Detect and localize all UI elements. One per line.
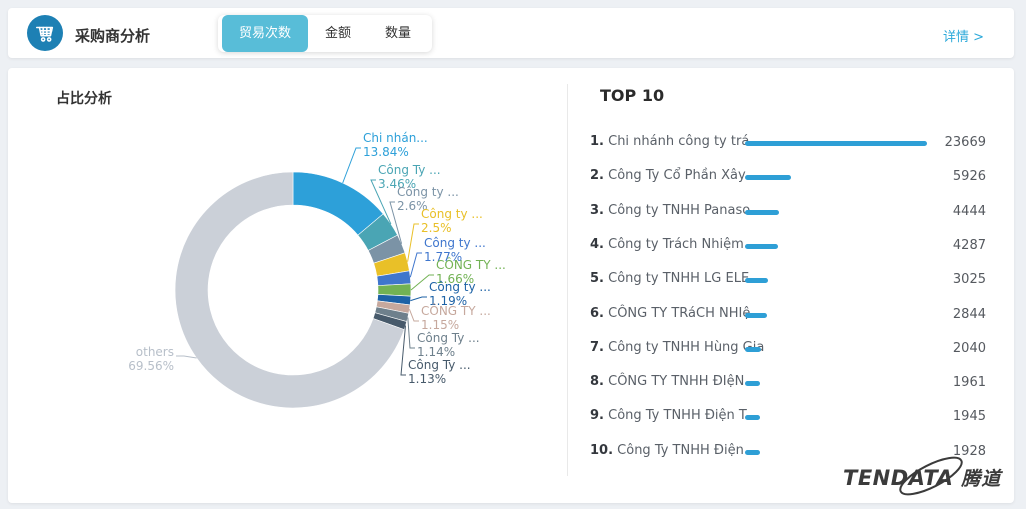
top10-row[interactable]: 9. Công Ty TNHH Điện T... 1945 xyxy=(590,408,994,428)
value-bar xyxy=(745,278,768,284)
value-label: 3025 xyxy=(952,272,986,288)
value-label: 4444 xyxy=(952,203,986,219)
top10-row[interactable]: 1. Chi nhánh công ty trá... 23669 xyxy=(590,134,994,154)
page-title: 采购商分析 xyxy=(75,27,151,45)
slice-label: Công Ty ... 1.13% xyxy=(408,358,471,386)
top10-row[interactable]: 10. Công Ty TNHH Điện ... 1928 xyxy=(590,443,994,463)
label-leader-line xyxy=(407,223,419,262)
donut-slice[interactable] xyxy=(174,171,405,409)
company-name: Công ty TNHH Panaso... xyxy=(603,202,763,218)
top10-row[interactable]: 3. Công ty TNHH Panaso... 4444 xyxy=(590,203,994,223)
donut-chart xyxy=(174,147,434,409)
label-leader-line xyxy=(409,252,422,278)
donut-slice[interactable] xyxy=(377,283,412,297)
company-name: Công ty TNHH Hùng Gia xyxy=(603,339,765,355)
rank-number: 3. xyxy=(590,202,604,218)
tab-trade-count[interactable]: 贸易次数 xyxy=(222,15,309,52)
label-leader-line xyxy=(410,274,434,291)
slice-label: Công Ty ... 1.14% xyxy=(417,331,480,359)
label-leader-line xyxy=(408,309,419,322)
tab-quantity[interactable]: 数量 xyxy=(385,26,412,41)
label-leader-line xyxy=(342,147,361,184)
value-bar xyxy=(745,415,760,421)
value-label: 1961 xyxy=(952,375,986,391)
label-leader-line xyxy=(176,355,197,359)
value-label: 23669 xyxy=(944,135,986,150)
slice-label: CÔNG TY ... 1.15% xyxy=(421,304,491,332)
rank-number: 5. xyxy=(590,271,604,287)
slice-label: Chi nhán... 13.84% xyxy=(363,131,428,159)
label-leader-line xyxy=(407,317,415,349)
header-bar: 采购商分析 贸易次数 金额 数量 详情 > xyxy=(8,8,1014,58)
detail-link[interactable]: 详情 > xyxy=(942,30,984,45)
tendata-logo: TENDATA 腾道 xyxy=(843,456,1018,498)
company-name: Công Ty TNHH Điện T... xyxy=(603,408,758,424)
top10-row[interactable]: 4. Công ty Trách Nhiệm ... 4287 xyxy=(590,237,994,257)
rank-number: 2. xyxy=(590,168,604,184)
label-leader-line xyxy=(400,325,406,376)
top10-row[interactable]: 5. Công ty TNHH LG ELE... 3025 xyxy=(590,271,994,291)
company-name: Chi nhánh công ty trá... xyxy=(603,134,762,149)
rank-number: 7. xyxy=(590,339,604,355)
company-name: Công ty Trách Nhiệm ... xyxy=(603,236,761,252)
top10-row[interactable]: 8. CÔNG TY TNHH ĐIệN ... 1961 xyxy=(590,374,994,394)
value-bar xyxy=(745,312,767,318)
top10-title: TOP 10 xyxy=(600,86,665,105)
rank-number: 1. xyxy=(590,134,604,149)
tab-amount[interactable]: 金额 xyxy=(325,26,352,41)
company-name: CÔNG TY TNHH ĐIệN ... xyxy=(603,374,761,390)
value-bar xyxy=(745,243,778,249)
top10-row[interactable]: 2. Công Ty Cổ Phần Xây ... 5926 xyxy=(590,168,994,188)
rank-number: 10. xyxy=(590,442,614,458)
shopping-cart-icon xyxy=(27,15,63,51)
value-label: 1928 xyxy=(952,443,986,459)
value-label: 5926 xyxy=(952,169,986,185)
label-leader-line xyxy=(410,296,427,302)
company-name: Công Ty Cổ Phần Xây ... xyxy=(603,168,763,184)
company-name: Công Ty TNHH Điện ... xyxy=(613,442,761,458)
top10-row[interactable]: 7. Công ty TNHH Hùng Gia 2040 xyxy=(590,340,994,360)
value-label: 2040 xyxy=(952,340,986,356)
logo-swoosh xyxy=(899,456,963,496)
rank-number: 9. xyxy=(590,408,604,424)
company-name: CÔNG TY TRáCH NHIệ... xyxy=(603,305,763,321)
top10-row[interactable]: 6. CÔNG TY TRáCH NHIệ... 2844 xyxy=(590,306,994,326)
main-panel: 占比分析 Chi nhán... 13.84% Công Ty ... 3.46% Cô… xyxy=(8,68,1014,503)
slice-label: Công ty ... 1.19% xyxy=(429,280,491,308)
value-bar xyxy=(745,449,760,455)
value-label: 1945 xyxy=(952,409,986,425)
proportion-analysis-title: 占比分析 xyxy=(56,91,112,107)
slice-label: CÔNG TY ... 1.66% xyxy=(436,258,506,286)
slice-label: others 69.56% xyxy=(128,345,174,373)
slice-label: Công Ty ... 3.46% xyxy=(378,163,441,191)
value-bar xyxy=(745,209,779,215)
label-leader-line xyxy=(389,201,403,244)
value-label: 2844 xyxy=(952,306,986,322)
rank-number: 8. xyxy=(590,374,604,390)
rank-number: 4. xyxy=(590,236,604,252)
value-bar xyxy=(745,141,927,146)
rank-number: 6. xyxy=(590,305,604,321)
company-name: Công ty TNHH LG ELE... xyxy=(603,271,762,287)
value-bar xyxy=(745,175,791,181)
slice-label: Công ty ... 2.6% xyxy=(397,185,459,213)
logo-text: TENDATA 腾道 xyxy=(843,466,1002,490)
vertical-divider xyxy=(567,84,568,476)
metric-tab-group: 贸易次数 金额 数量 xyxy=(218,15,433,52)
label-leader-line xyxy=(370,179,392,225)
slice-label: Công ty ... 2.5% xyxy=(421,207,483,235)
value-bar xyxy=(745,346,761,352)
value-label: 4287 xyxy=(952,237,986,253)
slice-label: Công ty ... 1.77% xyxy=(424,236,486,264)
value-bar xyxy=(745,381,760,387)
